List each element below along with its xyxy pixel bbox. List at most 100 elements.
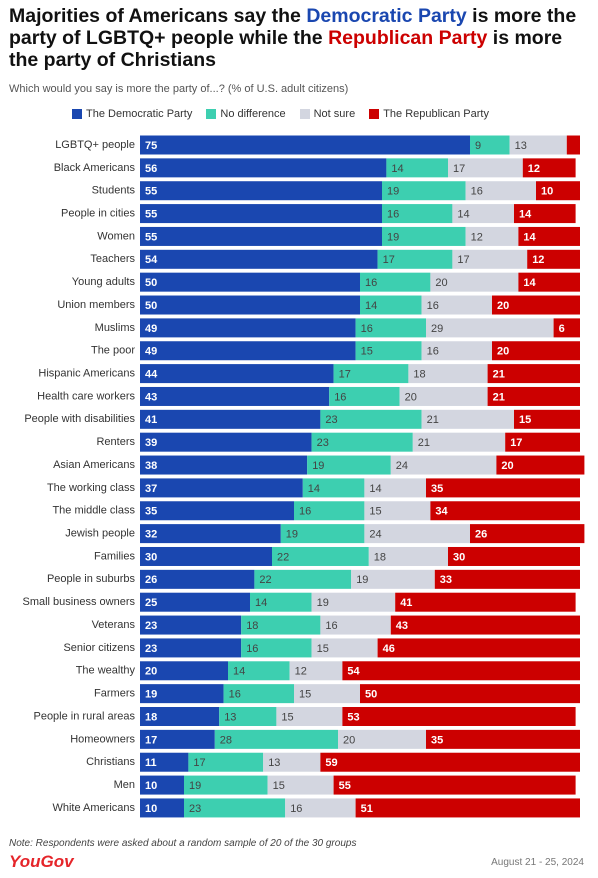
bar-segment: [426, 318, 554, 338]
bar-segment: [408, 364, 488, 384]
legend-label: The Republican Party: [383, 108, 489, 120]
data-label: 19: [189, 780, 201, 792]
legend-swatch: [369, 109, 380, 119]
data-label: 21: [493, 391, 505, 403]
bar-segment: [263, 752, 321, 772]
data-label: 14: [457, 208, 469, 220]
data-label: 18: [374, 551, 386, 563]
bar-segment: [241, 638, 312, 658]
bar-segment: [140, 684, 224, 704]
data-label: 17: [339, 369, 351, 381]
data-label: 32: [145, 529, 157, 541]
data-label: 19: [317, 597, 329, 609]
data-label: 6: [559, 323, 565, 335]
bar-segment: [505, 432, 580, 452]
y-tick-label: White Americans: [52, 802, 135, 814]
data-label: 38: [145, 460, 157, 472]
bar-segment: [223, 684, 294, 704]
data-label: 16: [427, 300, 439, 312]
y-tick-label: Teachers: [90, 253, 135, 265]
bar-segment: [430, 501, 580, 521]
data-label: 20: [501, 460, 513, 472]
legend-item: The Republican Party: [369, 108, 489, 120]
bar-segment: [377, 638, 580, 658]
bar-segment: [140, 295, 360, 315]
bar-segment: [140, 707, 220, 726]
data-label: 39: [145, 437, 157, 449]
data-label: 14: [523, 231, 536, 243]
y-tick-label: Women: [97, 230, 135, 242]
y-tick-label: People in cities: [61, 207, 135, 219]
bar-segment: [280, 524, 365, 544]
bar-segment: [302, 478, 365, 498]
data-label: 17: [510, 437, 522, 449]
data-label: 20: [145, 666, 157, 678]
bar-segment: [465, 226, 519, 246]
data-label: 23: [145, 643, 157, 655]
bar-segment: [140, 318, 356, 338]
title-part: Republican Party: [328, 27, 488, 49]
data-label: 12: [471, 231, 483, 243]
data-label: 50: [145, 277, 157, 289]
bar-segment: [219, 707, 277, 726]
chart-title: Majorities of Americans say the Democrat…: [9, 5, 584, 71]
bar-segment: [294, 684, 360, 704]
date: August 21 - 25, 2024: [491, 857, 584, 868]
data-label: 12: [528, 163, 540, 175]
bar-segment: [382, 226, 466, 246]
y-tick-label: Homeowners: [70, 733, 135, 745]
data-label: 10: [145, 803, 157, 815]
data-label: 15: [369, 506, 381, 518]
data-label: 21: [418, 437, 430, 449]
data-label: 15: [281, 711, 293, 723]
y-tick-label: Small business owners: [23, 596, 136, 608]
bar-segment: [214, 729, 338, 749]
y-tick-label: Farmers: [94, 688, 135, 700]
data-label: 12: [532, 254, 544, 266]
bar-segment: [395, 592, 576, 612]
bar-segment: [329, 386, 400, 406]
bar-segment: [250, 592, 312, 612]
bar-segment: [448, 158, 523, 178]
bar-segment: [487, 364, 580, 384]
bar-segment: [285, 798, 356, 818]
data-label: 43: [396, 620, 408, 632]
legend-item: Not sure: [299, 108, 355, 120]
bar-segment: [140, 364, 334, 384]
data-label: 9: [475, 140, 481, 152]
data-label: 12: [295, 666, 307, 678]
data-label: 20: [405, 391, 417, 403]
y-tick-label: Students: [92, 185, 136, 197]
data-label: 19: [145, 689, 157, 701]
bar-segment: [140, 546, 272, 566]
y-tick-label: Christians: [86, 756, 135, 768]
data-label: 75: [145, 140, 157, 152]
bar-segment: [140, 798, 184, 818]
y-tick-label: The poor: [91, 345, 135, 357]
chart-subtitle: Which would you say is more the party of…: [9, 83, 349, 95]
data-label: 17: [145, 734, 157, 746]
y-tick-label: People with disabilities: [24, 413, 135, 425]
legend: The Democratic Party No difference Not sur…: [72, 108, 489, 120]
bar-segment: [140, 524, 281, 544]
y-tick-label: Asian Americans: [53, 459, 135, 471]
bar-segment: [355, 318, 426, 338]
bar-segment: [487, 386, 580, 406]
bar-segment: [522, 158, 576, 178]
title-part: Democratic Party: [306, 5, 467, 27]
data-label: 14: [519, 208, 532, 220]
bar-segment: [320, 409, 422, 429]
bar-segment: [140, 386, 330, 406]
y-tick-label: LGBTQ+ people: [55, 139, 135, 151]
data-label: 24: [396, 460, 408, 472]
bar-segment: [390, 455, 497, 475]
bar-segment: [140, 455, 308, 475]
y-tick-label: Families: [94, 550, 135, 562]
data-label: 54: [347, 666, 360, 678]
bar-segment: [140, 249, 378, 269]
legend-swatch: [72, 109, 82, 119]
legend-swatch: [299, 109, 310, 119]
data-label: 33: [440, 574, 452, 586]
y-tick-label: Renters: [96, 436, 135, 448]
data-label: 21: [427, 414, 439, 426]
